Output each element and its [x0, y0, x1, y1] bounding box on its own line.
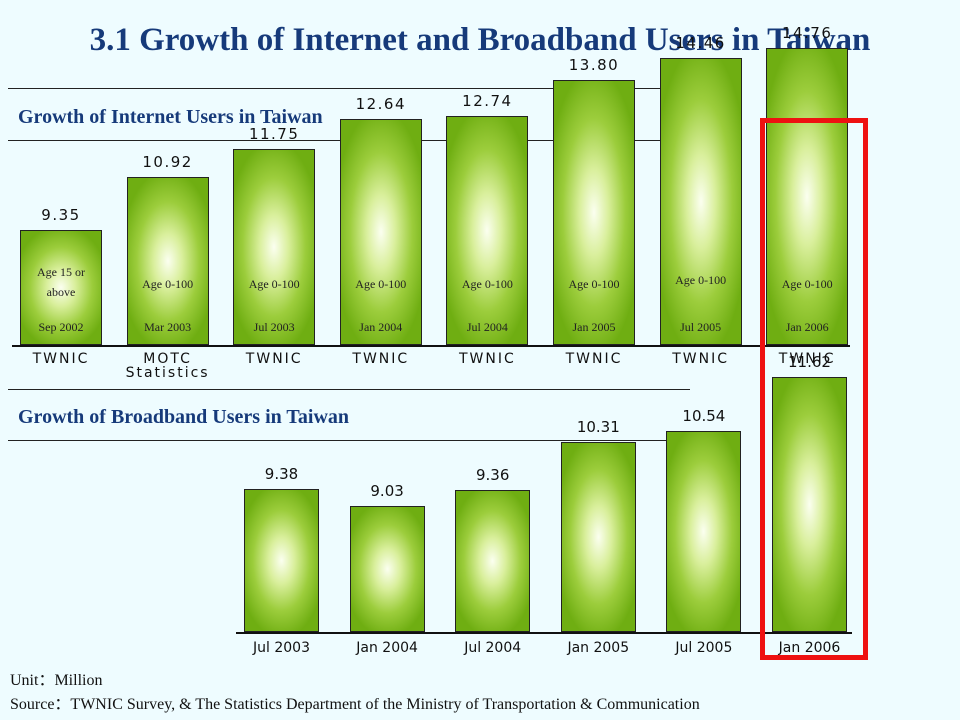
- broadband-date-label: Jul 2004: [464, 640, 522, 656]
- age-range-label: Age 0-100: [355, 277, 407, 291]
- internet-date-label: Mar 2003: [144, 320, 192, 334]
- divider: [8, 440, 692, 441]
- internet-value-label: 11.75: [248, 125, 300, 144]
- internet-value-label: 14.76: [781, 23, 833, 42]
- age-range-label: Age 0-100: [781, 277, 833, 291]
- broadband-value-label: 9.03: [370, 482, 404, 500]
- broadband-date-label: Jul 2003: [253, 640, 310, 656]
- internet-value-label: 12.64: [355, 95, 407, 114]
- internet-chart-title: Growth of Internet Users in Taiwan: [18, 106, 323, 128]
- internet-bar: [233, 149, 316, 345]
- broadband-value-label: 9.38: [264, 464, 299, 483]
- internet-bar: [766, 47, 849, 345]
- highlight-box: [760, 118, 868, 660]
- broadband-date-label: Jul 2005: [675, 640, 733, 656]
- age-range-label: Age 0-100: [461, 277, 513, 291]
- internet-date-label: Jan 2005: [572, 320, 616, 334]
- data-source-label: TWNIC: [672, 351, 729, 367]
- internet-value-label: 10.92: [142, 153, 193, 172]
- broadband-bar: [455, 489, 531, 632]
- data-source-label: TWNIC: [245, 351, 303, 367]
- divider: [8, 88, 682, 89]
- broadband-bar: [666, 430, 742, 632]
- broadband-date-label: Jan 2006: [778, 640, 841, 656]
- source-note: Source：TWNIC Survey, & The Statistics De…: [10, 696, 700, 713]
- internet-bar: [553, 80, 635, 345]
- page-title: 3.1 Growth of Internet and Broadband Use…: [89, 22, 871, 58]
- internet-bar: [20, 230, 102, 345]
- data-source-label: MOTC Statistics: [125, 351, 210, 381]
- internet-bar: [659, 57, 742, 345]
- broadband-bar: [772, 376, 847, 632]
- divider: [8, 389, 690, 390]
- age-range-label: Age 15 or above: [37, 265, 85, 299]
- data-source-label: TWNIC: [778, 351, 836, 367]
- data-source-label: TWNIC: [32, 351, 90, 367]
- internet-value-label: 14.46: [675, 33, 726, 52]
- broadband-chart-x-axis: [236, 632, 852, 634]
- internet-date-label: Jul 2004: [466, 320, 508, 334]
- internet-date-label: Jan 2004: [359, 320, 403, 334]
- broadband-bar: [244, 488, 319, 632]
- broadband-value-label: 10.31: [576, 418, 620, 436]
- broadband-date-label: Jan 2005: [567, 640, 630, 656]
- data-source-label: TWNIC: [565, 351, 623, 367]
- internet-value-label: 13.80: [568, 56, 620, 75]
- data-source-label: TWNIC: [352, 351, 410, 367]
- age-range-label: Age 0-100: [568, 277, 620, 291]
- internet-chart-x-axis: [12, 345, 850, 347]
- broadband-value-label: 10.54: [682, 406, 726, 425]
- internet-bar: [446, 115, 529, 345]
- age-range-label: Age 0-100: [142, 277, 194, 291]
- broadband-bar: [560, 442, 636, 632]
- broadband-date-label: Jan 2004: [356, 640, 418, 656]
- internet-bar: [339, 119, 422, 345]
- internet-date-label: Jul 2005: [680, 320, 722, 334]
- internet-date-label: Jul 2003: [253, 320, 295, 334]
- internet-date-label: Sep 2002: [38, 320, 84, 334]
- broadband-value-label: 9.36: [475, 465, 510, 484]
- age-range-label: Age 0-100: [248, 277, 300, 291]
- broadband-bar: [349, 506, 425, 632]
- internet-bar: [126, 177, 209, 345]
- data-source-label: TWNIC: [459, 351, 516, 367]
- internet-value-label: 12.74: [462, 91, 513, 110]
- age-range-label: Age 0-100: [675, 273, 727, 287]
- internet-date-label: Jan 2006: [785, 320, 829, 334]
- broadband-chart-title: Growth of Broadband Users in Taiwan: [18, 406, 350, 428]
- internet-value-label: 9.35: [41, 206, 81, 224]
- broadband-value-label: 11.62: [788, 352, 831, 371]
- unit-note: Unit：Million: [10, 672, 103, 689]
